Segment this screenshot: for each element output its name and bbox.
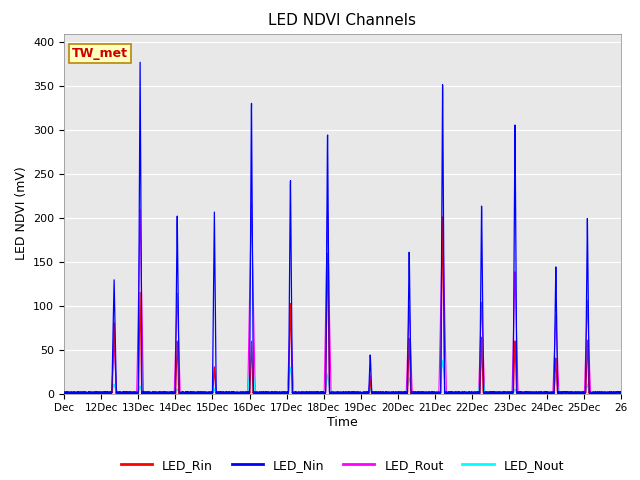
Legend: LED_Rin, LED_Nin, LED_Rout, LED_Nout: LED_Rin, LED_Nin, LED_Rout, LED_Nout	[116, 454, 569, 477]
Text: TW_met: TW_met	[72, 47, 129, 60]
Title: LED NDVI Channels: LED NDVI Channels	[268, 13, 417, 28]
X-axis label: Time: Time	[327, 416, 358, 429]
Y-axis label: LED NDVI (mV): LED NDVI (mV)	[15, 167, 28, 261]
